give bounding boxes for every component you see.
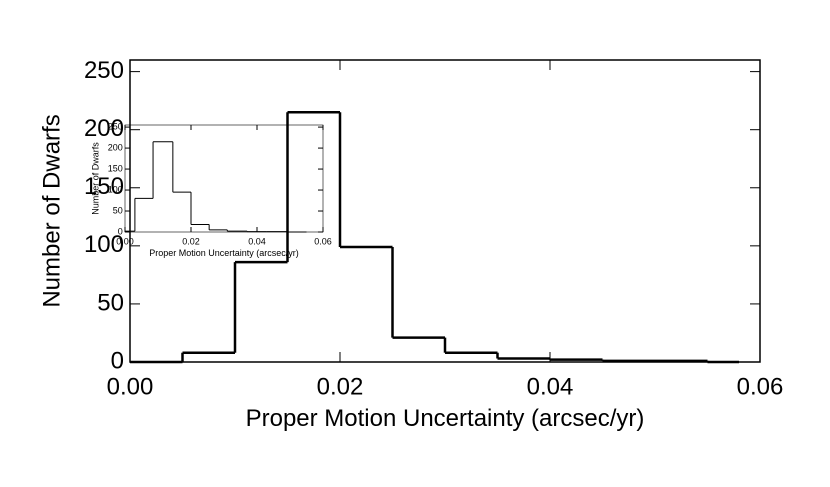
x-tick-label: 0.04 (527, 374, 574, 401)
y-tick-label: 250 (108, 121, 123, 131)
x-tick-label: 0.00 (116, 236, 134, 246)
plot-frame (129, 59, 761, 363)
y-tick-label: 50 (97, 289, 124, 316)
x-tick-label: 0.06 (314, 236, 332, 246)
x-tick-label: 0.00 (107, 374, 154, 401)
y-tick-label: 200 (84, 115, 124, 142)
y-axis-label: Number of Dwarfs (91, 142, 101, 215)
y-tick-label: 150 (108, 163, 123, 173)
y-tick-label: 250 (84, 57, 124, 84)
y-tick-label: 200 (108, 142, 123, 152)
y-axis-label: Number of Dwarfs (39, 114, 66, 307)
x-tick-label: 0.02 (317, 374, 364, 401)
x-tick-label: 0.04 (248, 236, 266, 246)
x-tick-label: 0.02 (182, 236, 200, 246)
x-tick-label: 0.06 (737, 374, 784, 401)
y-tick-label: 150 (84, 173, 124, 200)
x-axis-label: Proper Motion Uncertainty (arcsec/yr) (246, 405, 645, 432)
x-axis-label: Proper Motion Uncertainty (arcsec/yr) (149, 248, 299, 258)
y-tick-label: 100 (108, 184, 123, 194)
y-tick-label: 0 (111, 347, 124, 374)
plot-frame (124, 124, 324, 233)
y-tick-label: 0 (118, 226, 123, 236)
y-tick-label: 50 (113, 205, 123, 215)
y-tick-label: 100 (84, 231, 124, 258)
